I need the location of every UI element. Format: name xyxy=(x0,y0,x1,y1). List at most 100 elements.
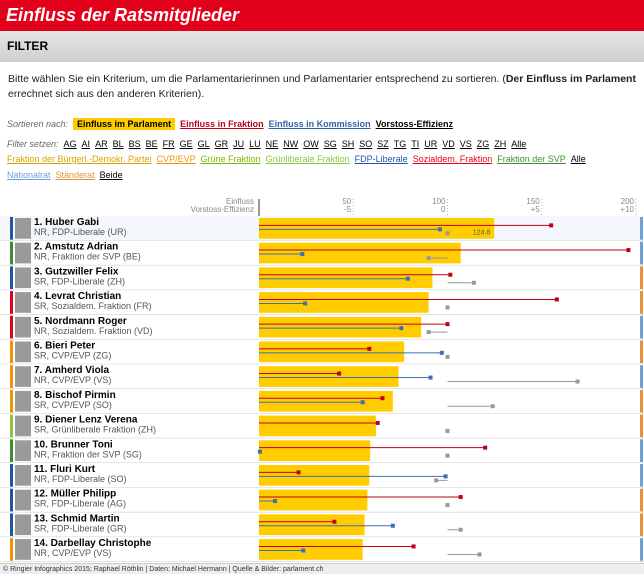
canton-link[interactable]: AR xyxy=(95,139,108,149)
fraktion-marker xyxy=(555,297,559,301)
fraktion-marker xyxy=(446,322,450,326)
photo xyxy=(15,292,31,313)
party-strip xyxy=(10,341,13,364)
fraktion-marker xyxy=(332,520,336,524)
canton-link[interactable]: BL xyxy=(113,139,124,149)
canton-link[interactable]: UR xyxy=(424,139,437,149)
canton-link[interactable]: LU xyxy=(249,139,261,149)
council-strip xyxy=(640,316,643,339)
party-link[interactable]: FDP-Liberale xyxy=(355,154,408,164)
canton-link[interactable]: VD xyxy=(442,139,455,149)
canton-link[interactable]: TI xyxy=(411,139,419,149)
canton-link[interactable]: BS xyxy=(129,139,141,149)
info: SR, FDP-Liberale (GR) xyxy=(34,523,127,533)
party-strip xyxy=(10,316,13,339)
party-link[interactable]: CVP/EVP xyxy=(157,154,196,164)
canton-link[interactable]: GL xyxy=(198,139,210,149)
party-link[interactable]: Fraktion der SVP xyxy=(497,154,566,164)
info: NR, Fraktion der SVP (BE) xyxy=(34,252,141,262)
bar xyxy=(259,440,370,461)
effizienz-marker xyxy=(446,305,450,309)
effizienz-marker xyxy=(434,478,438,482)
kommission-marker xyxy=(438,227,442,231)
info: SR, FDP-Liberale (ZH) xyxy=(34,276,125,286)
canton-link[interactable]: VS xyxy=(460,139,472,149)
info: NR, CVP/EVP (VS) xyxy=(34,375,111,385)
fraktion-marker xyxy=(448,273,452,277)
sort-option[interactable]: Vorstoss-Effizienz xyxy=(376,119,453,129)
canton-link[interactable]: BE xyxy=(146,139,158,149)
photo xyxy=(15,243,31,264)
intro-text: errechnet sich aus den anderen Kriterien… xyxy=(8,88,204,100)
canton-link[interactable]: GE xyxy=(180,139,193,149)
effizienz-marker xyxy=(472,281,476,285)
x-tick-label: +10 xyxy=(620,205,634,214)
party-strip xyxy=(10,242,13,265)
kommission-marker xyxy=(440,351,444,355)
party-link[interactable]: Fraktion der Bürgerl.-Demokr. Partei xyxy=(7,154,152,164)
axis-label: Vorstoss-Effizienz xyxy=(191,205,254,214)
info: SR, Sozialdem. Fraktion (FR) xyxy=(34,301,152,311)
kommission-marker xyxy=(258,450,262,454)
bar xyxy=(259,391,393,412)
value-label: 124.8 xyxy=(473,229,491,236)
header-title: Einfluss der Ratsmitglieder xyxy=(0,0,644,31)
kommission-marker xyxy=(303,301,307,305)
canton-link[interactable]: NE xyxy=(266,139,279,149)
x-tick-label: +5 xyxy=(531,205,541,214)
party-strip xyxy=(10,390,13,413)
council-strip xyxy=(640,464,643,487)
canton-link[interactable]: SZ xyxy=(377,139,389,149)
sort-option[interactable]: Einfluss in Fraktion xyxy=(180,119,264,129)
fraktion-marker xyxy=(297,470,301,474)
kommission-marker xyxy=(429,376,433,380)
canton-link[interactable]: NW xyxy=(283,139,298,149)
info: SR, Grünliberale Fraktion (ZH) xyxy=(34,425,156,435)
canton-link[interactable]: GR xyxy=(215,139,229,149)
photo xyxy=(15,267,31,288)
canton-link[interactable]: Alle xyxy=(511,139,526,149)
party-link[interactable]: Sozialdem. Fraktion xyxy=(413,154,493,164)
fraktion-marker xyxy=(459,495,463,499)
x-tick-label: 0 xyxy=(441,205,446,214)
fraktion-marker xyxy=(380,396,384,400)
effizienz-marker xyxy=(446,503,450,507)
canton-link[interactable]: SH xyxy=(342,139,355,149)
council-link[interactable]: Ständerat xyxy=(56,170,95,180)
council-strip xyxy=(640,242,643,265)
canton-link[interactable]: JU xyxy=(233,139,244,149)
party-strip xyxy=(10,415,13,438)
fraktion-marker xyxy=(337,372,341,376)
photo xyxy=(15,218,31,239)
party-link[interactable]: Alle xyxy=(571,154,586,164)
canton-link[interactable]: AG xyxy=(64,139,77,149)
party-link[interactable]: Grüne Fraktion xyxy=(201,154,261,164)
info: NR, FDP-Liberale (SO) xyxy=(34,474,127,484)
bar xyxy=(259,342,404,363)
council-link[interactable]: Beide xyxy=(100,170,123,180)
council-strip xyxy=(640,489,643,512)
council-strip xyxy=(640,291,643,314)
fraktion-marker xyxy=(412,544,416,548)
effizienz-marker xyxy=(491,404,495,408)
canton-link[interactable]: FR xyxy=(163,139,175,149)
canton-link[interactable]: OW xyxy=(303,139,319,149)
sort-option[interactable]: Einfluss im Parlament xyxy=(73,118,175,130)
kommission-marker xyxy=(273,499,277,503)
canton-link[interactable]: SO xyxy=(359,139,372,149)
canton-link[interactable]: ZG xyxy=(477,139,490,149)
canton-link[interactable]: SG xyxy=(324,139,337,149)
canton-link[interactable]: TG xyxy=(394,139,407,149)
intro: Bitte wählen Sie ein Kriterium, um die P… xyxy=(8,72,638,102)
council-strip xyxy=(640,341,643,364)
sort-option[interactable]: Einfluss in Kommission xyxy=(269,119,371,129)
canton-link[interactable]: AI xyxy=(82,139,91,149)
council-link[interactable]: Nationalrat xyxy=(7,170,51,180)
party-strip xyxy=(10,365,13,388)
filter-toggle[interactable]: FILTER xyxy=(0,31,644,62)
info: NR, Sozialdem. Fraktion (VD) xyxy=(34,326,153,336)
party-link[interactable]: Grünliberale Fraktion xyxy=(266,154,350,164)
canton-link[interactable]: ZH xyxy=(494,139,506,149)
